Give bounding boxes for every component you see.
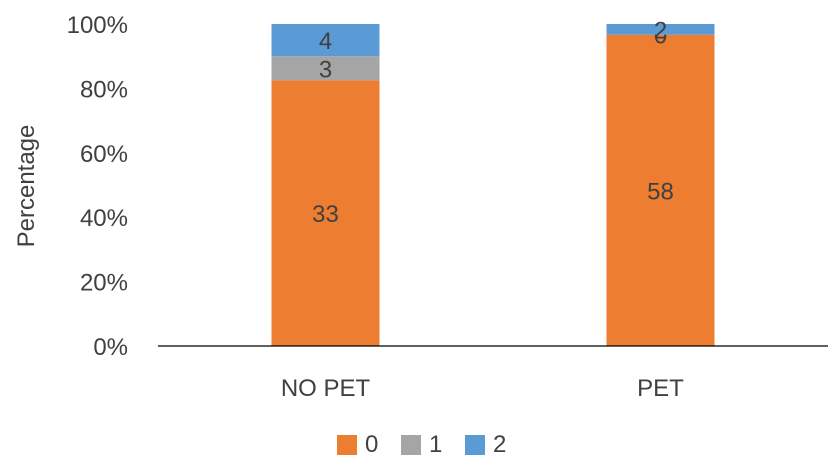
y-tick-label: 0% (93, 334, 128, 361)
legend-swatch (337, 435, 357, 455)
x-axis-labels: NO PET PET (281, 375, 684, 402)
x-tick-label: PET (637, 375, 684, 402)
legend-label: 2 (493, 431, 506, 458)
data-label: 4 (319, 28, 332, 55)
y-axis-title: Percentage (13, 125, 40, 248)
data-label: 33 (312, 201, 339, 228)
legend-swatch (401, 435, 421, 455)
legend: 0 1 2 (337, 431, 506, 458)
y-tick-label: 100% (67, 12, 128, 39)
y-axis-ticks: 0% 20% 40% 60% 80% 100% (67, 12, 128, 361)
data-label: 58 (647, 178, 674, 205)
y-tick-label: 60% (80, 141, 128, 168)
data-label: 3 (319, 56, 332, 83)
x-tick-label: NO PET (281, 375, 371, 402)
bar-segment (606, 34, 715, 346)
data-label: 2 (654, 17, 667, 44)
legend-label: 0 (365, 431, 378, 458)
bar-segment (606, 24, 715, 35)
legend-swatch (465, 435, 485, 455)
legend-label: 1 (429, 431, 442, 458)
bar-segment (271, 80, 380, 346)
bar-segment (271, 24, 380, 57)
y-tick-label: 20% (80, 270, 128, 297)
y-tick-label: 40% (80, 205, 128, 232)
y-tick-label: 80% (80, 76, 128, 103)
bar-segment (271, 56, 380, 81)
